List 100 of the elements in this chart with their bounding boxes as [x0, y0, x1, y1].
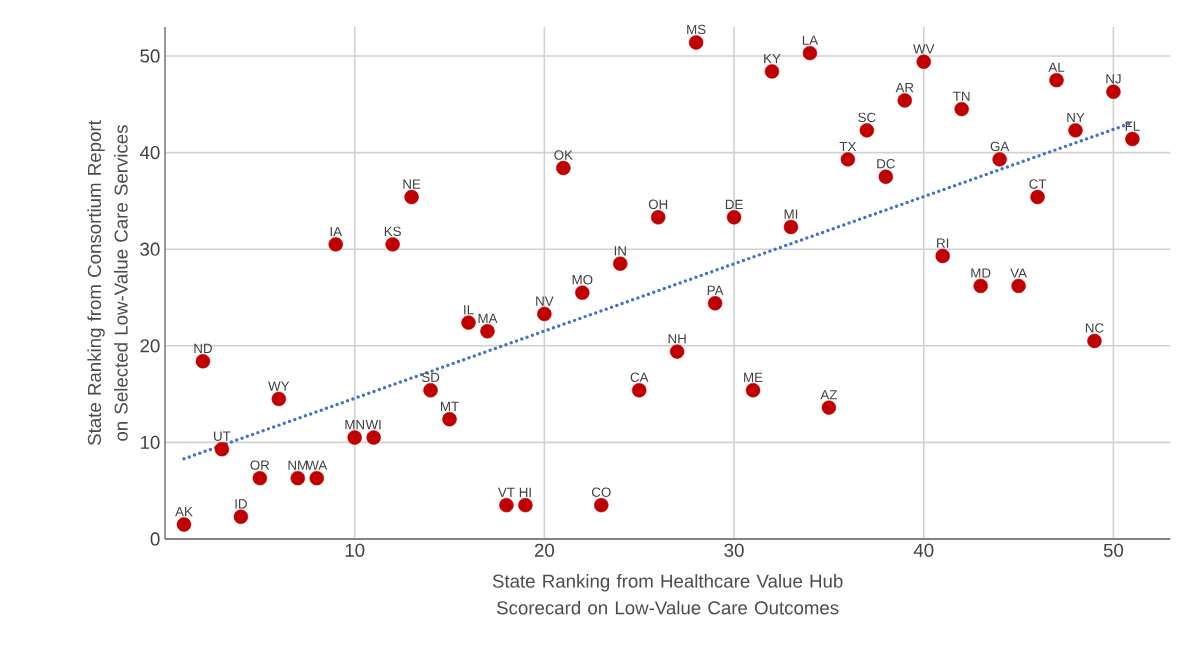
point [499, 497, 514, 513]
point [461, 315, 476, 330]
x-tick-label: 10 [345, 543, 365, 557]
x-tick-label: 30 [724, 543, 744, 557]
point [195, 354, 211, 369]
point [252, 470, 268, 486]
annotation: NM [288, 460, 308, 470]
point [537, 306, 552, 322]
y-tick-label: 10 [140, 435, 160, 449]
point [859, 123, 875, 138]
point [897, 93, 912, 108]
y-tick-label: 40 [139, 145, 160, 160]
annotation: NY [1067, 112, 1085, 123]
annotation: MO [572, 274, 593, 285]
point [878, 169, 894, 184]
annotation: RI [937, 238, 949, 248]
point [726, 210, 742, 225]
point [1106, 84, 1121, 99]
annotation: TX [839, 141, 857, 152]
annotation: OR [250, 460, 270, 470]
point [802, 45, 818, 61]
point [688, 35, 704, 50]
x-tick-label: 40 [913, 543, 934, 557]
annotation: AZ [820, 390, 838, 400]
point [1049, 72, 1064, 88]
x-tick-label: 50 [1103, 543, 1124, 557]
annotation: WV [913, 44, 935, 54]
annotation: MI [784, 209, 798, 219]
annotation: ID [235, 499, 247, 509]
annotation: OK [554, 150, 573, 160]
point [385, 237, 400, 252]
annotation: NC [1085, 323, 1104, 333]
point [669, 344, 685, 359]
annotation: MT [441, 401, 459, 411]
point [1068, 123, 1083, 138]
point [271, 391, 287, 407]
point [328, 237, 343, 252]
point [480, 324, 495, 339]
point [954, 101, 969, 117]
annotation: HI [519, 487, 531, 497]
point [613, 256, 628, 271]
annotation: NJ [1106, 74, 1121, 84]
annotation: NV [536, 296, 554, 306]
annotation: AK [175, 507, 193, 517]
annotation: IL [464, 305, 474, 315]
y-tick-label: 20 [140, 339, 160, 353]
annotation: MA [478, 313, 498, 324]
annotation: FL [1125, 121, 1140, 131]
annotation: WY [268, 381, 290, 391]
point [176, 517, 192, 532]
point [707, 296, 723, 311]
annotation: CA [630, 372, 649, 382]
point [290, 470, 305, 486]
annotation: NH [668, 334, 686, 344]
annotation: SC [858, 112, 876, 123]
y-tick-label: 30 [140, 242, 160, 256]
point [916, 54, 931, 69]
point [821, 400, 837, 415]
annotation: CT [1029, 179, 1047, 189]
annotation: MD [971, 268, 991, 278]
point [214, 441, 230, 457]
point [518, 497, 533, 513]
annotation: DE [725, 199, 743, 210]
annotation: UT [214, 431, 231, 441]
annotation: LA [802, 35, 819, 45]
point [309, 470, 324, 486]
annotation: AR [895, 82, 914, 93]
point [1087, 333, 1102, 349]
point [366, 430, 381, 445]
annotation: MN [345, 420, 364, 430]
point [1030, 189, 1045, 205]
annotation: WI [365, 420, 381, 430]
annotation: KY [764, 53, 781, 64]
annotation: DC [877, 159, 895, 169]
annotation: VA [1010, 268, 1027, 278]
point [404, 189, 419, 205]
annotation: KS [384, 226, 401, 237]
point [423, 383, 438, 398]
point [935, 248, 950, 264]
point [632, 383, 647, 398]
annotation: NE [403, 179, 421, 189]
annotation: OH [648, 199, 668, 210]
annotation: GA [990, 141, 1010, 152]
annotation: IN [614, 246, 626, 256]
x-axis-title: State Ranking from Healthcare Value Hub Scorecard on Low-Value Care Outcomes [492, 574, 843, 615]
point [1125, 131, 1140, 147]
point [233, 509, 249, 524]
annotation: TN [953, 91, 970, 101]
annotation: VT [497, 487, 515, 497]
point [650, 210, 666, 225]
annotation: SD [421, 372, 440, 382]
point [575, 285, 590, 300]
point [556, 160, 571, 176]
point [745, 383, 761, 398]
point [764, 64, 780, 79]
annotation: PA [707, 285, 724, 296]
point [783, 219, 799, 235]
annotation: MS [687, 24, 706, 35]
annotation: AL [1048, 62, 1065, 72]
point [840, 152, 856, 167]
